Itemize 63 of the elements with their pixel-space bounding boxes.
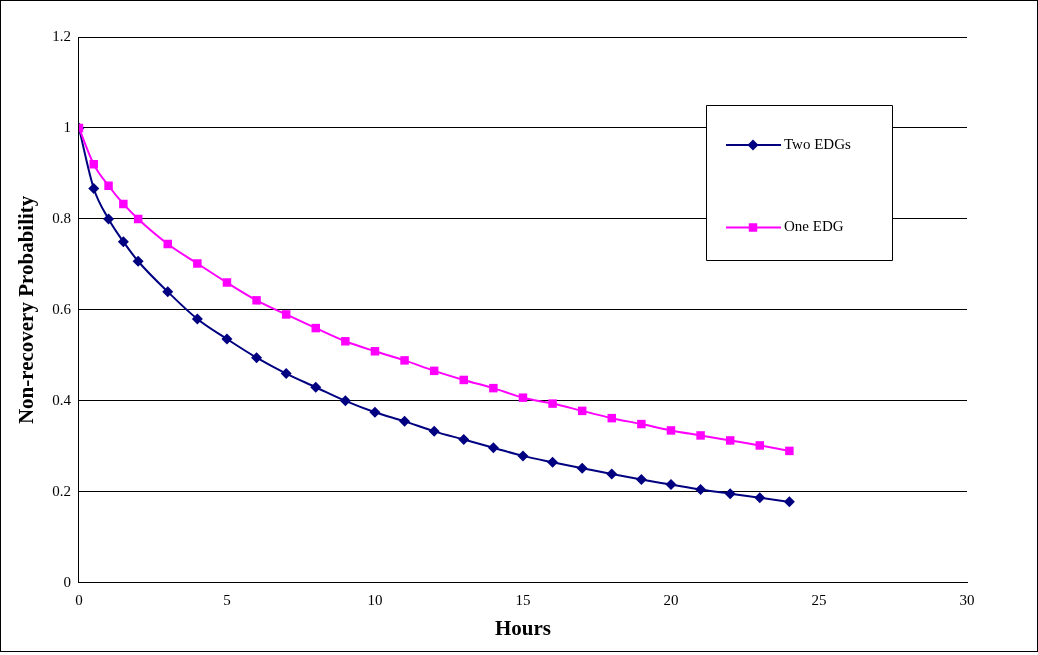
- point: [132, 255, 144, 267]
- point: [785, 446, 794, 456]
- x-tick-label: 10: [367, 591, 383, 608]
- point: [428, 425, 440, 437]
- point: [89, 160, 98, 169]
- point: [339, 395, 351, 407]
- point: [755, 441, 765, 450]
- point: [162, 286, 174, 298]
- point: [665, 479, 677, 491]
- point: [517, 450, 529, 462]
- point: [221, 333, 233, 345]
- point: [104, 181, 113, 190]
- point: [518, 393, 528, 402]
- x-tick-label: 15: [515, 591, 531, 608]
- x-tick-label: 30: [959, 591, 975, 608]
- y-tick-label: 0.4: [52, 391, 72, 408]
- y-tick-label: 1: [63, 118, 71, 135]
- point: [783, 496, 795, 508]
- y-tick-label: 0.8: [52, 209, 71, 226]
- x-axis-title: Hours: [494, 615, 551, 640]
- point: [399, 415, 411, 427]
- point: [281, 310, 291, 319]
- point: [606, 468, 618, 480]
- point: [487, 442, 499, 454]
- point: [725, 436, 735, 445]
- point: [310, 381, 322, 393]
- point: [489, 383, 498, 393]
- y-axis-title: Non-recovery Probability: [14, 195, 39, 425]
- point: [548, 399, 557, 408]
- legend-label: One EDG: [784, 218, 844, 235]
- point: [251, 352, 263, 364]
- y-tick-label: 0.2: [52, 482, 71, 499]
- point: [458, 434, 470, 446]
- point: [103, 213, 115, 225]
- point: [280, 368, 292, 380]
- x-tick-label: 20: [663, 591, 679, 608]
- point: [696, 431, 705, 440]
- point: [576, 462, 588, 474]
- point: [193, 259, 202, 268]
- point: [88, 182, 100, 194]
- x-tick-label: 5: [223, 591, 231, 608]
- point: [341, 337, 350, 346]
- point: [547, 456, 559, 468]
- point: [724, 488, 736, 500]
- point: [400, 356, 409, 365]
- point: [119, 199, 128, 209]
- x-tick-label: 25: [811, 591, 827, 608]
- point: [666, 426, 676, 435]
- point: [191, 313, 203, 325]
- point: [695, 484, 707, 496]
- y-tick-label: 0: [63, 573, 71, 590]
- point: [222, 278, 232, 287]
- legend-label: Two EDGs: [784, 135, 852, 152]
- point: [754, 492, 766, 504]
- y-tick-label: 0.6: [52, 300, 72, 317]
- y-tick-label: 1.2: [52, 27, 71, 44]
- x-tick-label: 0: [75, 591, 83, 608]
- point: [635, 474, 647, 486]
- point: [252, 296, 261, 305]
- point: [117, 236, 129, 248]
- point: [370, 347, 380, 356]
- point: [637, 419, 646, 429]
- point: [369, 406, 381, 418]
